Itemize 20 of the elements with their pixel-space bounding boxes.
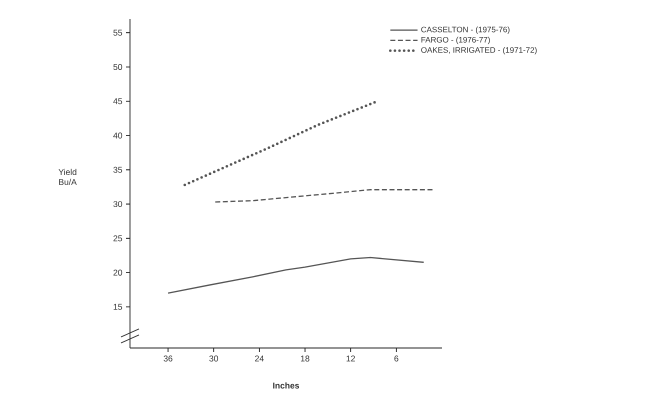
y-tick-label: 35 <box>113 166 122 173</box>
y-tick-label: 40 <box>113 132 122 139</box>
x-tick-label: 36 <box>164 356 172 362</box>
y-axis-title: Yield Bu/A <box>58 168 77 186</box>
x-tick-label: 18 <box>300 356 310 362</box>
y-tick-label: 20 <box>113 270 122 276</box>
y-tick-label: 30 <box>113 201 122 208</box>
y-tick-label: 55 <box>113 30 122 36</box>
x-tick-label: 24 <box>255 356 264 362</box>
x-tick-label: 6 <box>394 356 398 362</box>
line-series <box>214 189 436 203</box>
y-tick-label: 15 <box>114 304 122 310</box>
x-axis-title: Inches <box>273 382 300 389</box>
x-tick-label: 30 <box>209 356 218 362</box>
line-series <box>183 100 379 186</box>
line-series <box>167 256 424 294</box>
y-tick-label: 25 <box>113 235 122 242</box>
y-tick-label: 50 <box>113 64 122 70</box>
x-tick-label: 12 <box>346 356 355 362</box>
y-tick-label: 45 <box>113 98 122 104</box>
